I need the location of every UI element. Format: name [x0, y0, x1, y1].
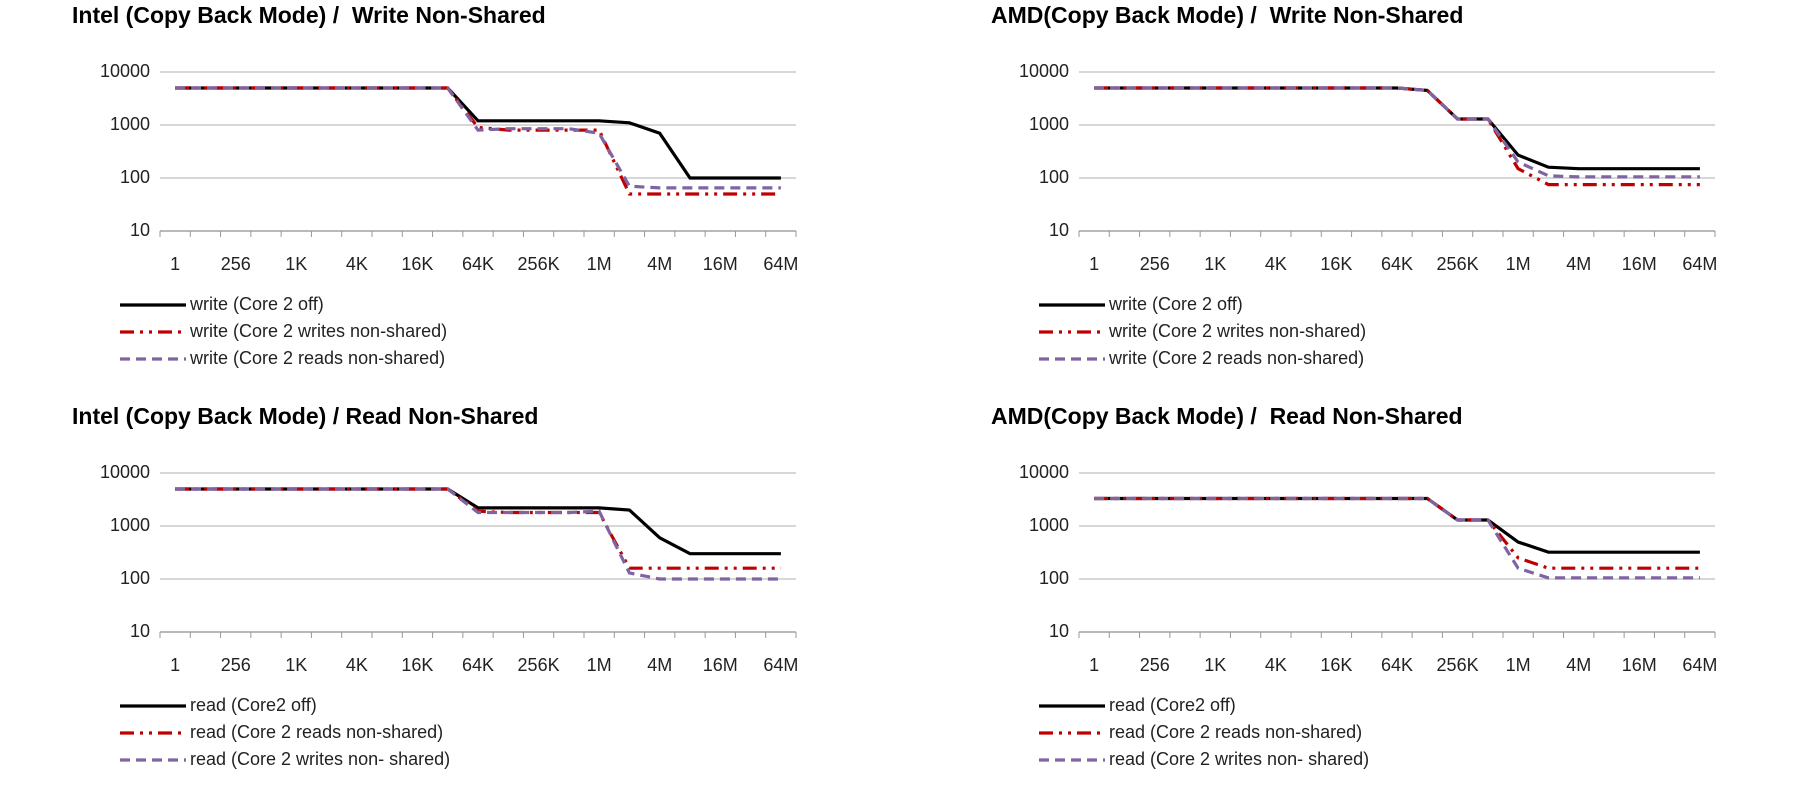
chart-title: AMD(Copy Back Mode) / Write Non-Shared — [991, 2, 1463, 28]
x-tick-label: 4K — [346, 254, 368, 274]
x-tick-label: 1K — [285, 655, 307, 675]
y-tick-label: 10000 — [100, 462, 150, 482]
y-tick-label: 100 — [1039, 568, 1069, 588]
x-tick-label: 4M — [1566, 254, 1591, 274]
y-tick-label: 1000 — [1029, 515, 1069, 535]
x-tick-label: 256 — [1140, 655, 1170, 675]
x-tick-label: 64K — [462, 655, 494, 675]
x-tick-label: 1K — [1204, 655, 1226, 675]
x-tick-label: 256 — [221, 655, 251, 675]
x-tick-label: 1M — [587, 655, 612, 675]
legend-label: write (Core 2 reads non-shared) — [1108, 348, 1364, 368]
y-tick-label: 100 — [120, 568, 150, 588]
x-tick-label: 256K — [518, 655, 560, 675]
x-tick-label: 4M — [647, 655, 672, 675]
x-tick-label: 4M — [1566, 655, 1591, 675]
x-tick-label: 16M — [1622, 655, 1657, 675]
x-tick-label: 1 — [1089, 655, 1099, 675]
x-tick-label: 16M — [1622, 254, 1657, 274]
x-tick-label: 256K — [1437, 254, 1479, 274]
x-tick-label: 64M — [1682, 655, 1717, 675]
legend-label: read (Core2 off) — [190, 695, 317, 715]
chart-title: Intel (Copy Back Mode) / Write Non-Share… — [72, 2, 546, 28]
x-tick-label: 1 — [1089, 254, 1099, 274]
x-tick-label: 4K — [346, 655, 368, 675]
x-tick-label: 256 — [1140, 254, 1170, 274]
legend-label: write (Core 2 writes non-shared) — [1108, 321, 1366, 341]
x-tick-label: 1M — [1506, 655, 1531, 675]
x-tick-label: 64K — [462, 254, 494, 274]
series-line — [175, 487, 781, 581]
legend-label: write (Core 2 reads non-shared) — [189, 348, 445, 368]
x-tick-label: 64M — [1682, 254, 1717, 274]
x-tick-label: 1 — [170, 655, 180, 675]
x-tick-label: 256 — [221, 254, 251, 274]
series-line — [1094, 496, 1700, 570]
x-tick-label: 16K — [1320, 254, 1352, 274]
x-tick-label: 4M — [647, 254, 672, 274]
series-line — [1094, 496, 1700, 580]
y-tick-label: 100 — [120, 167, 150, 187]
x-tick-label: 64M — [763, 655, 798, 675]
legend-label: read (Core 2 writes non- shared) — [1109, 749, 1369, 769]
x-tick-label: 16M — [703, 254, 738, 274]
x-tick-label: 64K — [1381, 655, 1413, 675]
series-line — [1094, 86, 1700, 179]
series-line — [175, 487, 781, 556]
series-line — [175, 86, 781, 180]
series-line — [175, 487, 781, 570]
x-tick-label: 16K — [1320, 655, 1352, 675]
x-tick-label: 1M — [587, 254, 612, 274]
legend-label: read (Core 2 writes non- shared) — [190, 749, 450, 769]
y-tick-label: 1000 — [110, 515, 150, 535]
y-tick-label: 10 — [130, 220, 150, 240]
series-line — [175, 86, 781, 190]
legend-label: write (Core 2 off) — [189, 294, 324, 314]
chart-title: Intel (Copy Back Mode) / Read Non-Shared — [72, 403, 538, 429]
x-tick-label: 16K — [401, 655, 433, 675]
x-tick-label: 4K — [1265, 655, 1287, 675]
x-tick-label: 16K — [401, 254, 433, 274]
x-tick-label: 4K — [1265, 254, 1287, 274]
y-tick-label: 10000 — [1019, 462, 1069, 482]
y-tick-label: 10 — [130, 621, 150, 641]
x-tick-label: 256K — [518, 254, 560, 274]
legend-label: read (Core 2 reads non-shared) — [1109, 722, 1362, 742]
x-tick-label: 1K — [285, 254, 307, 274]
y-tick-label: 10000 — [100, 61, 150, 81]
x-tick-label: 256K — [1437, 655, 1479, 675]
y-tick-label: 10 — [1049, 621, 1069, 641]
legend-label: write (Core 2 writes non-shared) — [189, 321, 447, 341]
x-tick-label: 64K — [1381, 254, 1413, 274]
y-tick-label: 10 — [1049, 220, 1069, 240]
y-tick-label: 1000 — [110, 114, 150, 134]
y-tick-label: 1000 — [1029, 114, 1069, 134]
series-line — [1094, 86, 1700, 171]
y-tick-label: 100 — [1039, 167, 1069, 187]
x-tick-label: 1 — [170, 254, 180, 274]
chart-title: AMD(Copy Back Mode) / Read Non-Shared — [991, 403, 1463, 429]
legend-label: read (Core 2 reads non-shared) — [190, 722, 443, 742]
legend-label: read (Core2 off) — [1109, 695, 1236, 715]
x-tick-label: 64M — [763, 254, 798, 274]
x-tick-label: 1K — [1204, 254, 1226, 274]
x-tick-label: 1M — [1506, 254, 1531, 274]
legend-label: write (Core 2 off) — [1108, 294, 1243, 314]
x-tick-label: 16M — [703, 655, 738, 675]
y-tick-label: 10000 — [1019, 61, 1069, 81]
